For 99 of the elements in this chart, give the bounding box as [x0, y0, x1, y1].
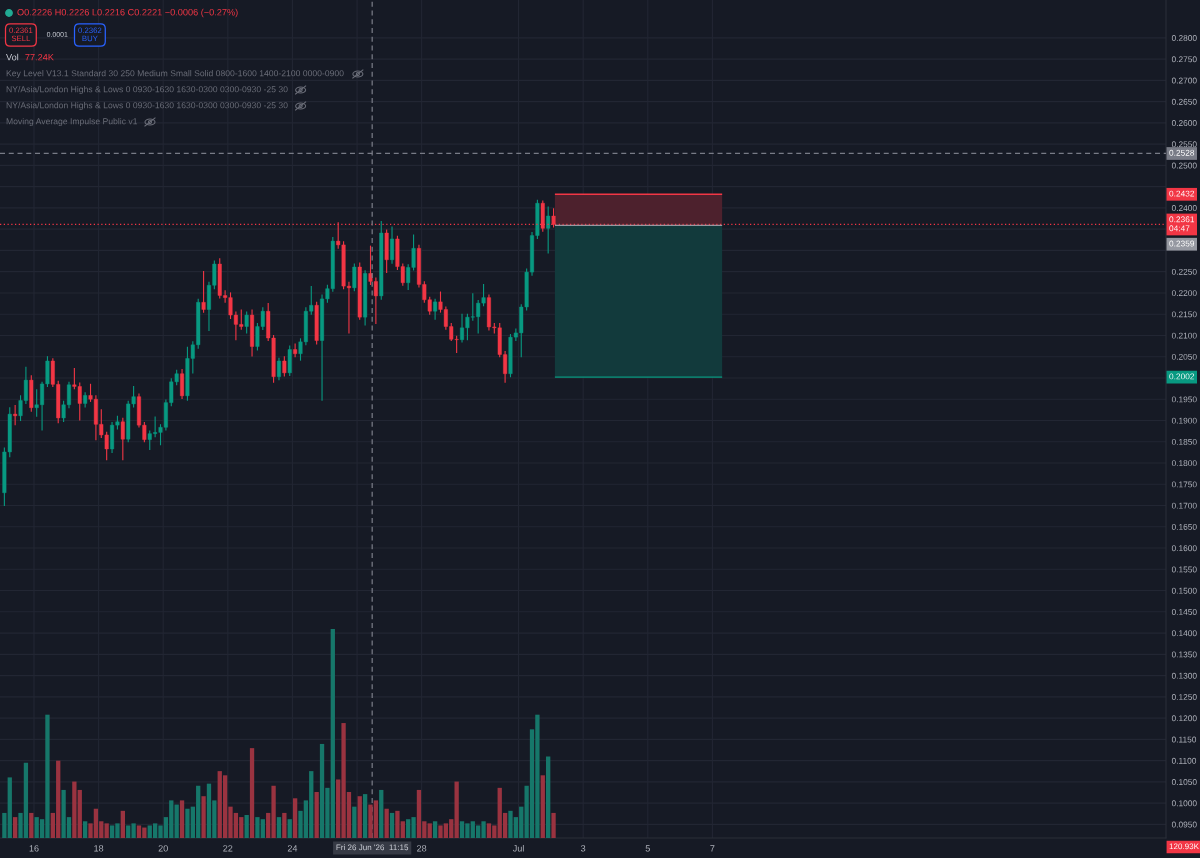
x-tick-label: 28: [417, 845, 427, 852]
bar: [384, 808, 389, 838]
y-tick-label: 0.1550: [1171, 566, 1197, 573]
candlestick: [13, 405, 18, 426]
candlestick: [276, 357, 281, 381]
x-tick-label: 7: [710, 845, 715, 852]
candlestick: [180, 368, 185, 399]
bar: [357, 796, 362, 838]
text: 120.93K: [1169, 843, 1199, 850]
y-tick-label: 0.1300: [1171, 672, 1197, 679]
chart-title: Vol: [6, 53, 19, 61]
candlestick: [546, 206, 551, 254]
bar: [551, 812, 556, 838]
bar: [362, 794, 368, 838]
bar: [292, 798, 298, 838]
candlestick: [244, 311, 249, 334]
bar: [427, 823, 432, 838]
ref-line-label: 0.2361 04:47: [1169, 216, 1195, 232]
candlestick: [287, 345, 292, 376]
y-tick-label: 0.1750: [1171, 481, 1197, 488]
y-tick-label: 0.1200: [1171, 715, 1197, 722]
bar: [12, 817, 18, 838]
y-tick-label: 0.2400: [1171, 205, 1197, 212]
x-tick-label: 18: [94, 845, 104, 852]
y-tick-label: 0.2750: [1171, 56, 1197, 63]
y-tick-label: 0.2200: [1171, 290, 1197, 297]
candlestick: [390, 226, 395, 264]
y-tick-label: 0.2150: [1171, 311, 1197, 318]
y-tick-label: 0.1100: [1171, 757, 1197, 764]
text: 0.2432: [1169, 190, 1195, 197]
bar: [389, 812, 395, 838]
y-tick-label: 0.2100: [1171, 332, 1197, 339]
text: 0.2359: [1169, 240, 1195, 247]
annotation: Key Level V13.1 Standard 30 250 Medium Small Solid 0800-1600 1400-2100 0000-0900: [6, 69, 344, 79]
annotation: NY/Asia/London Highs & Lows 0 0930-1630 1630-0300 0300-0930 -25 30: [6, 85, 288, 95]
x-tick-label: 3: [581, 845, 586, 852]
x-tick-label: 24: [287, 845, 298, 852]
y-tick-label: 0.2550: [1171, 141, 1197, 148]
x-tick-label: Jul: [512, 844, 524, 852]
bar: [314, 792, 319, 838]
annotation: 77.24K: [25, 53, 54, 61]
y-tick-label: 0.0950: [1171, 821, 1197, 828]
y-tick-label: 0.1900: [1171, 417, 1197, 424]
candlestick: [201, 271, 206, 313]
bar: [287, 819, 292, 838]
bar: [432, 821, 438, 838]
bar: [352, 806, 357, 838]
y-tick-label: 0.1000: [1171, 800, 1197, 807]
y-tick-label: 0.1400: [1171, 630, 1197, 637]
annotation: NY/Asia/London Highs & Lows 0 0930-1630 1630-0300 0300-0930 -25 30: [6, 101, 288, 111]
text: O0.2226 H0.2226 L0.2216 C0.2221 −0.0006 (−0.27%): [17, 8, 238, 18]
candlestick: [433, 298, 438, 320]
y-tick-label: 0.1600: [1171, 545, 1197, 552]
candlestick: [120, 417, 125, 461]
y-tick-label: 0.2650: [1171, 98, 1197, 105]
candlestick: [352, 263, 357, 292]
y-tick-label: 0.2600: [1171, 120, 1197, 126]
x-tick-label: 16: [29, 845, 39, 852]
y-tick-label: 0.1800: [1171, 460, 1197, 467]
y-tick-label: 0.1250: [1171, 694, 1197, 700]
y-tick-label: 0.1650: [1171, 523, 1197, 530]
candlestick: [293, 343, 298, 358]
bar: [120, 810, 125, 838]
bar: [540, 775, 545, 838]
y-tick-label: 0.2800: [1171, 35, 1197, 41]
candlestick: [282, 356, 287, 377]
ref-line-label: Fri 26 Jun '26 11:15: [336, 844, 409, 851]
bar: [179, 800, 185, 838]
annotation: Moving Average Impulse Public v1: [6, 117, 138, 127]
y-tick-label: 0.1350: [1171, 651, 1197, 658]
y-tick-label: 0.1500: [1171, 587, 1197, 594]
bar: [104, 823, 109, 838]
bar: [546, 756, 551, 838]
y-tick-label: 0.2250: [1171, 268, 1197, 275]
y-tick-label: 0.1450: [1171, 609, 1197, 615]
bar: [416, 789, 422, 838]
y-tick-label: 0.2500: [1171, 162, 1197, 169]
y-tick-label: 0.1850: [1171, 438, 1197, 445]
y-tick-label: 0.1700: [1171, 502, 1197, 509]
bar: [174, 804, 179, 838]
bar: [282, 812, 287, 838]
y-tick-label: 0.1050: [1171, 779, 1197, 785]
bar: [276, 817, 282, 838]
bar: [249, 748, 255, 838]
bar: [379, 789, 384, 838]
x-tick-label: 20: [158, 845, 168, 852]
y-tick-label: 0.2700: [1171, 77, 1197, 84]
bar: [201, 796, 206, 838]
y-tick-label: 0.1150: [1171, 736, 1197, 743]
text: 0.2002: [1169, 373, 1195, 380]
y-tick-label: 0.2050: [1171, 353, 1197, 360]
ref-line-label: 0.2528: [1169, 149, 1195, 156]
bar: [29, 812, 34, 838]
x-tick-label: 22: [223, 845, 233, 852]
y-tick-label: 0.1950: [1171, 396, 1197, 403]
bar: [82, 821, 88, 838]
x-tick-label: 5: [645, 845, 650, 852]
bar: [486, 823, 492, 838]
bar: [244, 815, 249, 838]
